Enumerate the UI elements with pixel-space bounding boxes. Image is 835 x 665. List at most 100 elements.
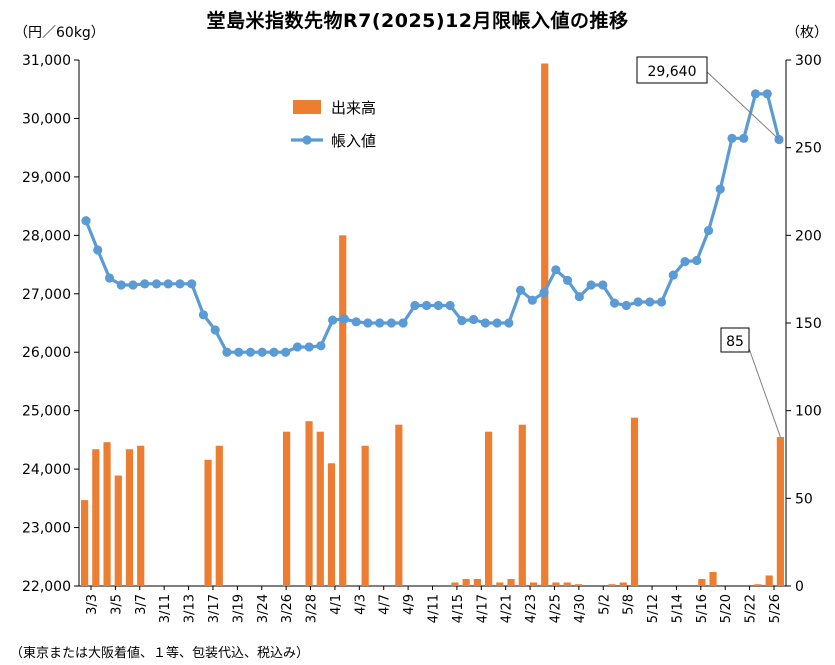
x-tick-label: 4/3	[353, 594, 368, 615]
left-tick-label: 31,000	[22, 53, 71, 69]
x-tick-label: 5/20	[719, 594, 734, 623]
settlement-point	[750, 89, 761, 99]
settlement-point	[586, 280, 596, 290]
right-tick-label: 200	[795, 228, 822, 244]
settlement-point	[703, 226, 714, 236]
settlement-point	[574, 292, 584, 302]
settlement-point	[363, 318, 373, 328]
settlement-point	[433, 300, 443, 311]
settlement-point	[93, 245, 103, 255]
settlement-point	[269, 347, 279, 357]
settlement-point	[222, 347, 232, 357]
settlement-point	[551, 265, 561, 275]
x-tick-label: 3/7	[134, 594, 149, 615]
settlement-point	[469, 314, 479, 325]
settlement-point	[445, 300, 455, 311]
x-tick-label: 4/30	[573, 594, 588, 623]
settlement-point	[762, 89, 772, 99]
right-tick-label: 250	[795, 141, 822, 157]
settlement-point	[633, 297, 643, 307]
settlement-point	[480, 318, 490, 328]
x-tick-label: 4/1	[329, 594, 344, 615]
settlement-point	[104, 273, 115, 283]
annotation-last-volume: 85	[726, 334, 744, 350]
settlement-point	[245, 347, 256, 357]
x-tick-label: 4/11	[427, 594, 442, 623]
volume-bar	[776, 436, 784, 586]
volume-bar	[496, 582, 504, 586]
left-tick-label: 22,000	[22, 579, 71, 595]
x-tick-label: 5/26	[768, 594, 783, 623]
settlement-point	[175, 279, 185, 289]
settlement-point	[727, 133, 737, 143]
settlement-point	[375, 318, 385, 328]
settlement-point	[328, 315, 338, 325]
settlement-point	[410, 300, 420, 311]
settlement-point	[163, 279, 173, 289]
x-tick-label: 4/23	[524, 594, 539, 623]
left-tick-label: 23,000	[22, 521, 71, 537]
x-tick-label: 3/5	[109, 594, 124, 615]
footnote: （東京または大阪着値、１等、包装代込、税込み）	[10, 646, 310, 661]
legend-bar-swatch	[293, 100, 321, 114]
left-tick-label: 26,000	[22, 345, 71, 361]
settlement-point	[562, 275, 573, 285]
volume-bar	[204, 459, 212, 586]
annotation-last-price: 29,640	[648, 64, 697, 80]
right-tick-label: 0	[795, 579, 804, 595]
settlement-point	[515, 285, 526, 295]
settlement-point	[81, 216, 91, 226]
x-tick-label: 3/24	[256, 594, 271, 623]
volume-bar	[754, 584, 762, 586]
volume-bar	[630, 417, 639, 586]
x-tick-label: 5/12	[646, 594, 661, 623]
volume-bar	[92, 449, 100, 586]
right-tick-label: 300	[795, 53, 822, 69]
volume-bar	[103, 442, 111, 586]
settlement-point	[609, 298, 620, 308]
chart-title: 堂島米指数先物R7(2025)12月限帳入値の推移	[206, 10, 629, 32]
left-tick-label: 29,000	[22, 170, 71, 186]
annotation-leader	[705, 70, 780, 140]
settlement-point	[692, 255, 702, 266]
settlement-point	[386, 318, 396, 328]
x-tick-label: 3/19	[231, 594, 246, 623]
x-tick-label: 4/17	[475, 594, 490, 623]
volume-bar	[485, 431, 493, 586]
legend-bar-label: 出来高	[331, 99, 376, 117]
settlement-point	[422, 300, 432, 311]
volume-bar	[316, 431, 324, 586]
settlement-point	[116, 280, 126, 290]
x-tick-label: 4/7	[378, 594, 393, 615]
legend-line-label: 帳入値	[331, 132, 376, 150]
volume-bar	[529, 582, 538, 586]
settlement-point	[539, 288, 549, 298]
volume-bar	[462, 578, 470, 586]
volume-bar	[574, 584, 582, 586]
left-tick-label: 25,000	[22, 404, 71, 420]
volume-bar	[395, 424, 403, 586]
volume-bar	[305, 421, 313, 586]
volume-bar	[215, 445, 223, 586]
x-tick-label: 5/22	[744, 594, 759, 623]
annotation-leader	[745, 339, 781, 438]
left-axis-unit: （円／60kg）	[14, 25, 105, 41]
x-tick-label: 3/3	[85, 594, 100, 615]
x-tick-label: 3/26	[280, 594, 295, 623]
settlement-point	[351, 317, 361, 327]
right-tick-label: 100	[795, 404, 822, 420]
volume-bar	[473, 578, 481, 586]
volume-bar	[81, 500, 89, 586]
annotation-box	[636, 56, 708, 84]
x-tick-label: 3/17	[207, 594, 222, 623]
settlement-point	[128, 280, 138, 290]
x-tick-label: 5/14	[670, 594, 685, 623]
x-tick-label: 5/16	[695, 594, 710, 623]
left-tick-label: 24,000	[22, 462, 71, 478]
settlement-point	[281, 347, 291, 357]
volume-bar	[125, 449, 134, 586]
settlement-point	[292, 342, 303, 352]
settlement-point	[257, 347, 267, 357]
left-tick-label: 27,000	[22, 287, 71, 303]
